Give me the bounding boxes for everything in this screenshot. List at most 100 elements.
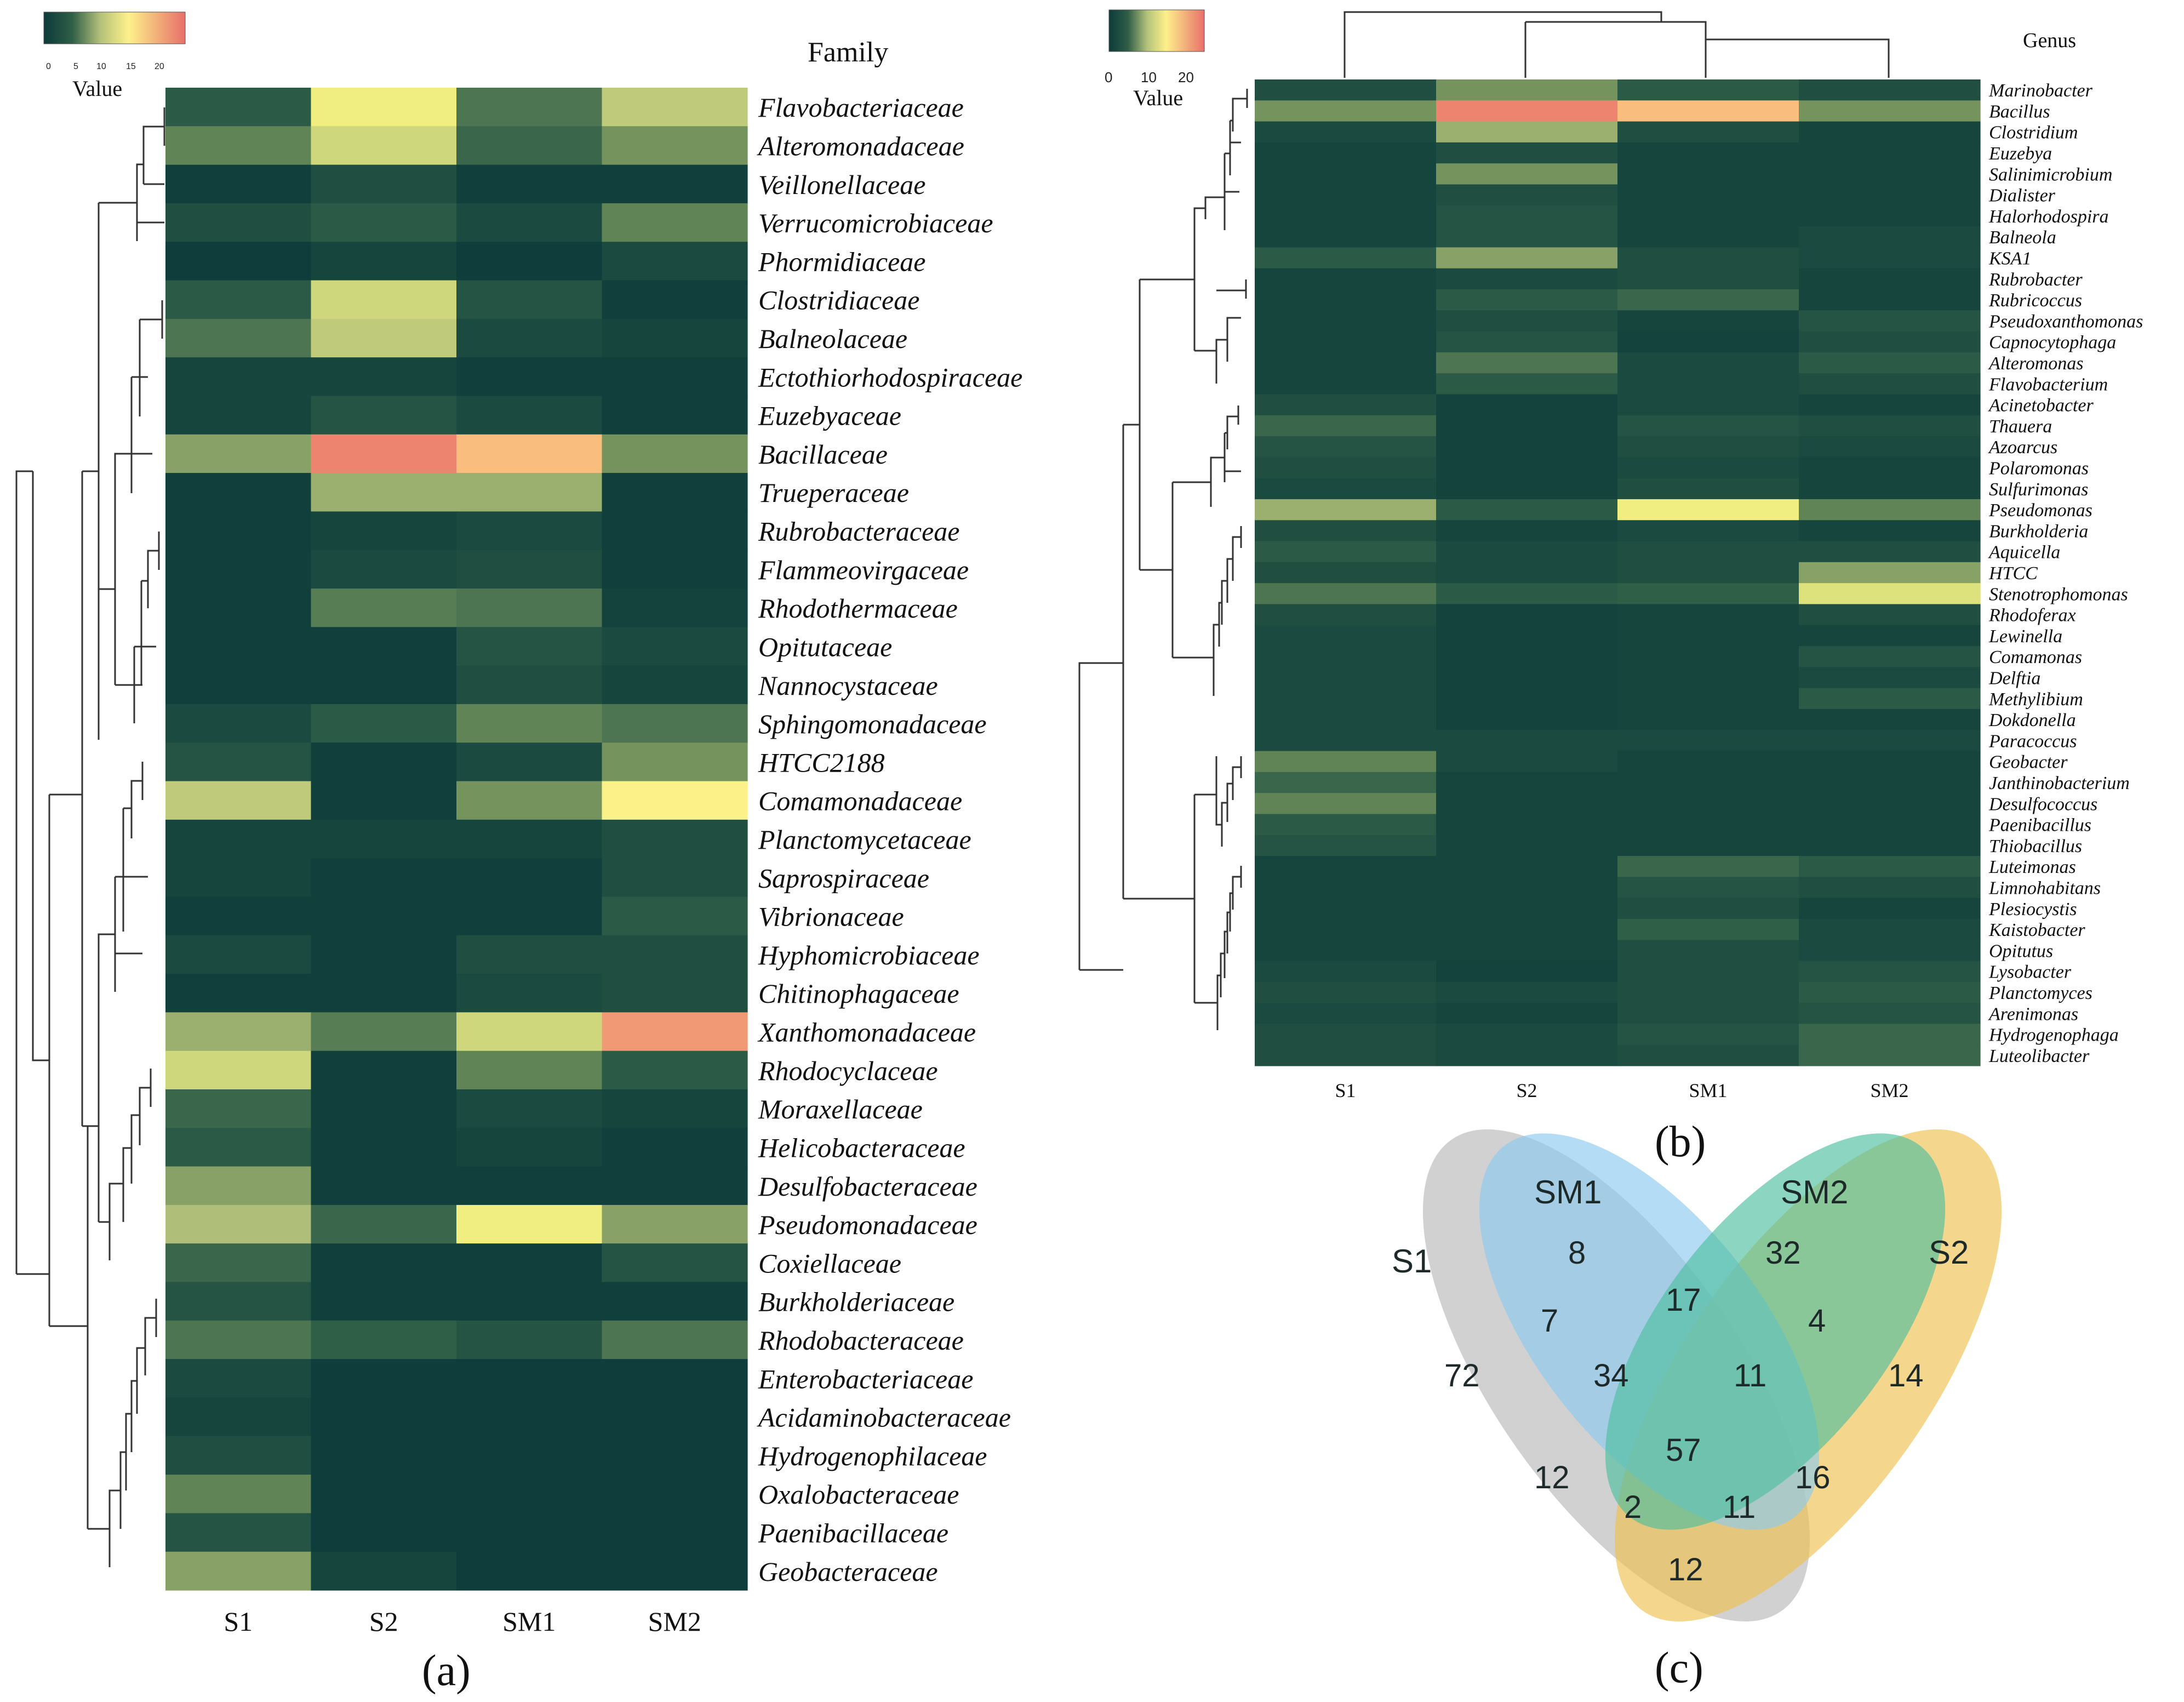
heatmap-cell (1255, 394, 1437, 416)
row-label: Capnocytophaga (1989, 333, 2116, 353)
heatmap-cell (311, 550, 457, 589)
heatmap-cell (456, 627, 603, 666)
heatmap-cell (1617, 100, 1799, 122)
heatmap-cell (1799, 520, 1981, 542)
heatmap-cell (1799, 226, 1981, 248)
heatmap-cell (311, 396, 457, 435)
heatmap-cell (456, 1397, 603, 1437)
row-label: Geobacteraceae (758, 1556, 938, 1587)
heatmap-cell (1799, 562, 1981, 584)
heatmap-cell (456, 589, 603, 627)
row-label: Rhodoferax (1988, 606, 2076, 626)
heatmap-cell (1255, 268, 1437, 290)
venn-region-value: 34 (1593, 1358, 1629, 1393)
heatmap-cell (1255, 205, 1437, 227)
heatmap-family: Flavobacteriaceae Alteromonadaceae Veillon… (15, 37, 1022, 1695)
venn-ellipses (1422, 1129, 2002, 1622)
heatmap-cell (456, 511, 603, 551)
heatmap-cell (1617, 373, 1799, 395)
row-label: HTCC (1988, 563, 2038, 584)
heatmap-cell (602, 280, 748, 319)
heatmap-cell (1617, 961, 1799, 983)
heatmap-cell (1617, 604, 1799, 626)
heatmap-cell (1617, 562, 1799, 584)
heatmap-cell (311, 164, 457, 204)
row-label: Clostridiaceae (758, 285, 919, 316)
heatmap-cell (1255, 604, 1437, 626)
heatmap-cell (1436, 520, 1618, 542)
heatmap-cell (165, 1551, 312, 1591)
heatmap-cell (311, 935, 457, 974)
heatmap-cell (1799, 898, 1981, 919)
heatmap-cell (165, 858, 312, 898)
row-label: Methylibium (1988, 689, 2083, 710)
row-label: Thiobacillus (1989, 836, 2082, 856)
heatmap-cell (165, 1243, 312, 1283)
heatmap-cell (602, 164, 748, 204)
heatmap-cell (1617, 205, 1799, 227)
heatmap-cell (311, 434, 457, 473)
heatmap-cell (1799, 856, 1981, 877)
row-label: Phormidiaceae (758, 246, 925, 277)
heatmap-cell (1617, 436, 1799, 458)
row-label: Dokdonella (1988, 710, 2076, 730)
heatmap-cell (1799, 436, 1981, 458)
heatmap-cell (1799, 394, 1981, 416)
heatmap-cell (165, 1128, 312, 1167)
row-label: Salinimicrobium (1989, 164, 2112, 185)
column-label: S2 (1516, 1080, 1537, 1101)
heatmap-cell (1436, 772, 1618, 793)
venn-set-label-sm2: SM2 (1781, 1174, 1848, 1210)
row-label: Hyphomicrobiaceae (758, 940, 980, 970)
legend-genus-tick: 10 (1141, 69, 1157, 85)
heatmap-cell (311, 1551, 457, 1591)
heatmap-cell (165, 781, 312, 820)
heatmap-cell (1799, 772, 1981, 793)
heatmap-cell (165, 743, 312, 782)
heatmap-genus-title: Genus (2023, 29, 2076, 52)
heatmap-cell (165, 589, 312, 627)
row-label: Arenimonas (1988, 1004, 2078, 1024)
heatmap-cell (1436, 289, 1618, 311)
heatmap-cell (602, 1513, 748, 1552)
heatmap-cell (1617, 415, 1799, 437)
heatmap-cell (456, 1089, 603, 1128)
heatmap-cell (456, 1012, 603, 1052)
heatmap-cell (1799, 352, 1981, 374)
heatmap-cell (1799, 835, 1981, 856)
heatmap-cell (165, 126, 312, 165)
heatmap-cell (602, 935, 748, 974)
heatmap-cell (311, 280, 457, 319)
heatmap-cell (1255, 520, 1437, 542)
heatmap-cell (1255, 478, 1437, 500)
heatmap-cell (1799, 730, 1981, 752)
heatmap-cell (1436, 163, 1618, 185)
heatmap-family-row-dendrogram (15, 107, 165, 1567)
heatmap-cell (165, 1513, 312, 1552)
heatmap-cell (1617, 520, 1799, 542)
venn-region-value: 12 (1668, 1552, 1703, 1587)
heatmap-cell (1799, 667, 1981, 689)
heatmap-cell (1255, 436, 1437, 458)
heatmap-cell (602, 1012, 748, 1052)
heatmap-cell (1799, 457, 1981, 479)
heatmap-cell (311, 1320, 457, 1360)
heatmap-cell (165, 1012, 312, 1052)
row-label: Ectothiorhodospiraceae (758, 362, 1022, 392)
row-label: Desulfococcus (1988, 794, 2097, 814)
heatmap-cell (456, 318, 603, 358)
row-label: Alteromonas (1988, 353, 2084, 374)
heatmap-cell (602, 396, 748, 435)
heatmap-cell (1436, 1024, 1618, 1046)
heatmap-cell (1255, 814, 1437, 836)
heatmap-cell (1799, 247, 1981, 269)
heatmap-cell (165, 1166, 312, 1206)
heatmap-cell (1617, 814, 1799, 836)
heatmap-cell (311, 627, 457, 666)
heatmap-cell (602, 1397, 748, 1437)
row-label: Polaromonas (1988, 459, 2089, 479)
heatmap-cell (1436, 331, 1618, 353)
row-label: Sulfurimonas (1989, 479, 2088, 500)
heatmap-cell (602, 473, 748, 512)
row-label: Aquicella (1988, 542, 2060, 563)
